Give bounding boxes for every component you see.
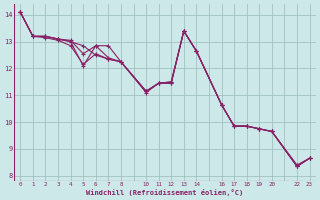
X-axis label: Windchill (Refroidissement éolien,°C): Windchill (Refroidissement éolien,°C): [86, 189, 244, 196]
